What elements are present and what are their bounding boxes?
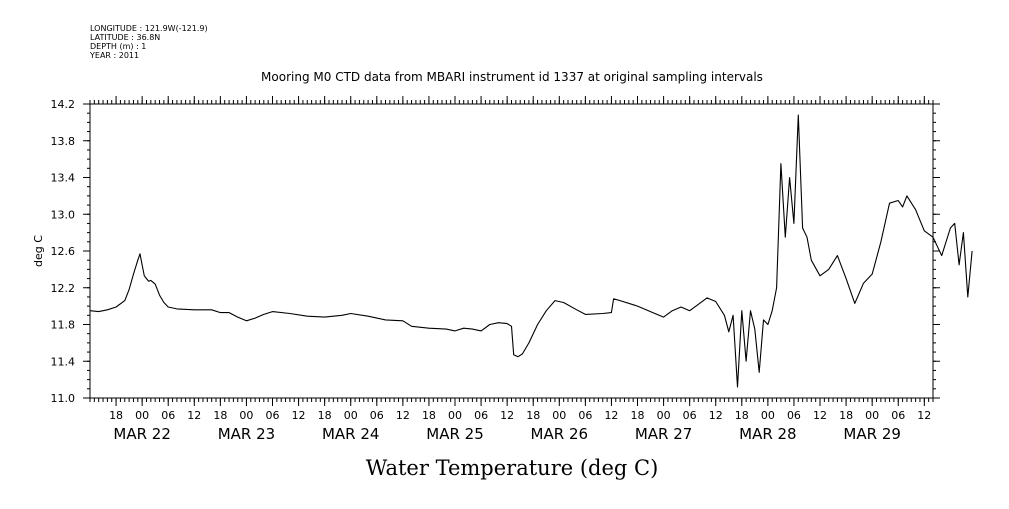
x-day-label: MAR 23: [218, 425, 275, 443]
x-hour-label: 12: [709, 409, 723, 422]
x-hour-label: 06: [370, 409, 384, 422]
x-hour-label: 06: [787, 409, 801, 422]
x-hour-label: 00: [865, 409, 879, 422]
x-hour-label: 00: [135, 409, 149, 422]
x-day-label: MAR 26: [531, 425, 588, 443]
y-tick-label: 13.8: [51, 135, 76, 148]
x-hour-label: 12: [917, 409, 931, 422]
x-hour-label: 12: [187, 409, 201, 422]
x-day-label: MAR 22: [113, 425, 170, 443]
x-hour-label: 12: [292, 409, 306, 422]
x-hour-label: 00: [657, 409, 671, 422]
meta-depth: DEPTH (m) : 1: [90, 42, 146, 51]
x-hour-label: 12: [813, 409, 827, 422]
x-hour-label: 12: [396, 409, 410, 422]
y-tick-label: 11.4: [51, 355, 76, 368]
x-day-label: MAR 29: [843, 425, 900, 443]
x-hour-label: 18: [735, 409, 749, 422]
y-axis-label: deg C: [32, 235, 45, 267]
y-tick-label: 13.4: [51, 172, 76, 185]
x-hour-label: 00: [448, 409, 462, 422]
x-hour-label: 06: [474, 409, 488, 422]
x-hour-label: 18: [422, 409, 436, 422]
x-hour-label: 00: [761, 409, 775, 422]
series-layer: [89, 114, 973, 388]
plot-frame: [89, 103, 934, 399]
x-day-label: MAR 27: [635, 425, 692, 443]
x-hour-label: 00: [552, 409, 566, 422]
meta-year: YEAR : 2011: [89, 51, 139, 60]
meta-longitude: LONGITUDE : 121.9W(-121.9): [90, 24, 208, 33]
x-axis-label: Water Temperature (deg C): [366, 456, 659, 480]
x-hour-label: 18: [318, 409, 332, 422]
metadata-block: LONGITUDE : 121.9W(-121.9) LATITUDE : 36…: [89, 24, 208, 60]
x-hour-label: 12: [500, 409, 514, 422]
x-hour-label: 06: [161, 409, 175, 422]
axes-layer: 11.0 11.4 11.8 12.2 12.6 13.0 13.4 13.8 14.2 18 00…: [51, 96, 940, 443]
y-tick-label: 12.6: [51, 245, 76, 258]
series-line-0: [89, 114, 973, 388]
meta-latitude: LATITUDE : 36.8N: [90, 33, 160, 42]
x-hour-label: 06: [266, 409, 280, 422]
x-hour-label: 18: [213, 409, 227, 422]
x-hour-label: 06: [578, 409, 592, 422]
y-tick-label: 11.0: [51, 392, 76, 405]
y-tick-label: 11.8: [51, 319, 76, 332]
x-hour-label: 06: [891, 409, 905, 422]
x-day-label: MAR 25: [426, 425, 483, 443]
chart-title: Mooring M0 CTD data from MBARI instrumen…: [261, 70, 763, 84]
x-hour-label: 18: [526, 409, 540, 422]
x-hour-label: 18: [839, 409, 853, 422]
y-tick-label: 13.0: [51, 208, 76, 221]
x-hour-label: 00: [239, 409, 253, 422]
x-hour-label: 06: [683, 409, 697, 422]
y-tick-label: 14.2: [51, 98, 76, 111]
x-hour-label: 18: [109, 409, 123, 422]
x-day-label: MAR 24: [322, 425, 379, 443]
x-hour-label: 00: [344, 409, 358, 422]
x-day-label: MAR 28: [739, 425, 796, 443]
y-tick-label: 12.2: [51, 282, 76, 295]
x-hour-label: 12: [604, 409, 618, 422]
x-hour-label: 18: [631, 409, 645, 422]
